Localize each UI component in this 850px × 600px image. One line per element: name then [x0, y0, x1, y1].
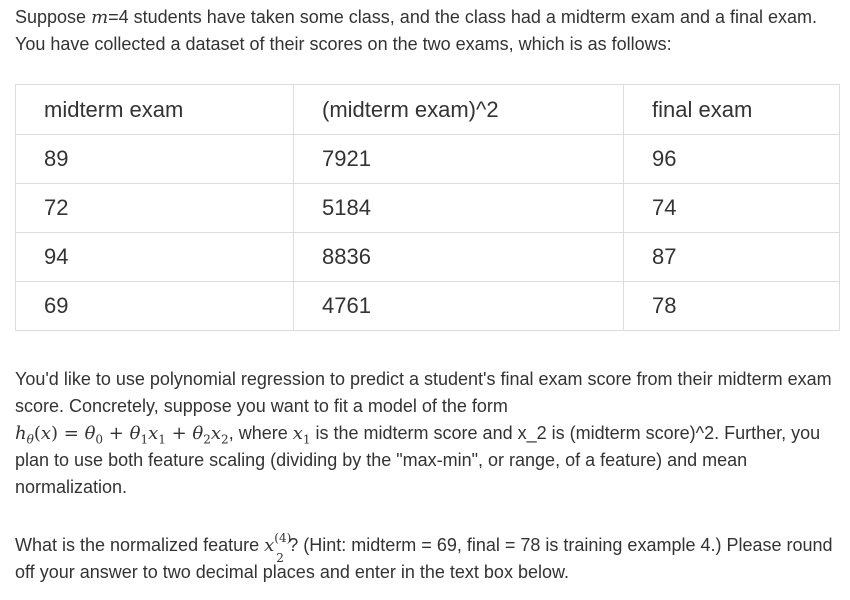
intro-text: Suppose	[15, 7, 92, 27]
cell-midterm: 89	[15, 134, 294, 184]
question-paragraph: What is the normalized feature x (4) 2? (H…	[15, 531, 840, 586]
header-midterm: midterm exam	[15, 84, 294, 135]
description-paragraph: You'd like to use polynomial regression …	[15, 366, 840, 501]
var-m: m	[91, 7, 109, 28]
scores-table: midterm exam (midterm exam)^2 final exam…	[15, 84, 840, 331]
where-text: , where	[228, 423, 293, 443]
question-text: What is the normalized feature	[15, 535, 265, 555]
header-midterm-squared: (midterm exam)^2	[293, 84, 624, 135]
cell-midterm-squared: 8836	[293, 232, 624, 282]
intro-text-rest: =4 students have taken some class, and t…	[15, 7, 818, 54]
question-text-rest: ? (Hint: midterm = 69, final = 78 is tra…	[15, 535, 833, 582]
table-row: 72 5184 74	[15, 183, 840, 233]
header-final: final exam	[623, 84, 840, 135]
cell-midterm: 69	[15, 281, 294, 331]
var-x2-4: x (4) 2	[264, 531, 292, 565]
cell-midterm: 94	[15, 232, 294, 282]
cell-final: 74	[623, 183, 840, 233]
cell-midterm-squared: 5184	[293, 183, 624, 233]
var-x1: x1	[292, 423, 311, 447]
intro-paragraph: Suppose m=4 students have taken some cla…	[15, 4, 840, 58]
cell-final: 78	[623, 281, 840, 331]
description-text: You'd like to use polynomial regression …	[15, 369, 832, 416]
cell-final: 96	[623, 134, 840, 184]
cell-midterm-squared: 7921	[293, 134, 624, 184]
table-header-row: midterm exam (midterm exam)^2 final exam	[15, 84, 840, 135]
cell-midterm-squared: 4761	[293, 281, 624, 331]
model-formula: hθ(x) = θ0 + θ1x1 + θ2x2	[15, 423, 229, 447]
table-row: 94 8836 87	[15, 232, 840, 282]
table-row: 69 4761 78	[15, 281, 840, 331]
where-text-rest: is the midterm score and x_2 is (midterm…	[15, 423, 821, 497]
cell-midterm: 72	[15, 183, 294, 233]
table-row: 89 7921 96	[15, 134, 840, 184]
cell-final: 87	[623, 232, 840, 282]
